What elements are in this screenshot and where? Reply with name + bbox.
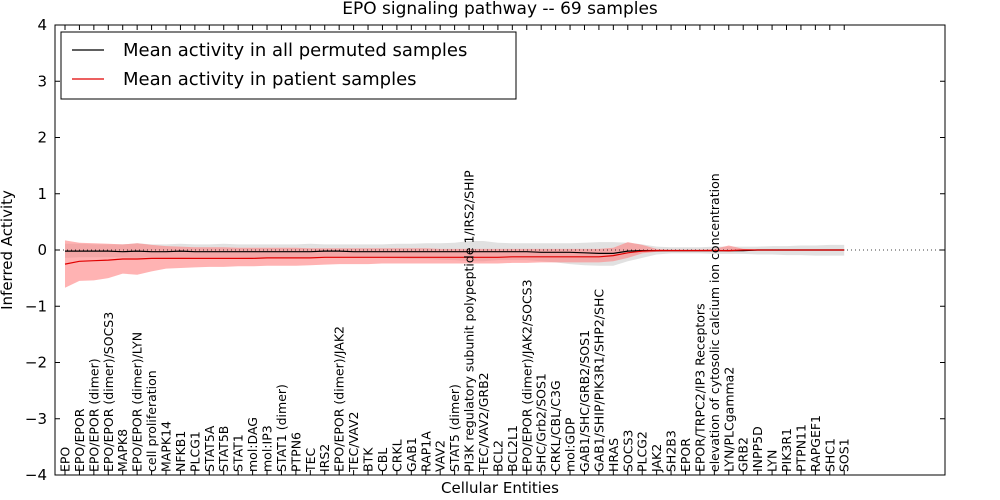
legend-box (60, 31, 517, 100)
x-tick-label: PLCG2 (635, 431, 650, 472)
x-tick-label: PI3K regulatory subunit polypeptide 1/IR… (462, 170, 477, 472)
x-tick-label: elevation of cytosolic calcium ion conce… (707, 173, 722, 472)
x-tick-label: SH2B3 (664, 430, 679, 472)
y-tick-label: −3 (25, 410, 47, 428)
x-tick-label: INPP5D (750, 426, 765, 472)
y-tick-label: 3 (37, 72, 47, 90)
x-tick-label: IRS2 (317, 444, 332, 472)
x-tick-label: NFKB1 (173, 431, 188, 472)
x-tick-labels: EPO EPO/EPOR EPO/EPOR (dimer) EPO/EPOR (dim… (58, 25, 852, 475)
x-tick-label: STAT5B (216, 426, 231, 472)
x-tick-label: GAB1/SHC/GRB2/SOS1 (577, 330, 592, 472)
y-axis-ticks: −4 −3 −2 −1 0 1 2 3 4 (25, 16, 945, 484)
x-tick-label: PIK3R1 (779, 428, 794, 472)
x-tick-label: EPOR (678, 438, 693, 472)
x-tick-label: SOCS3 (620, 430, 635, 472)
x-tick-label: TEC/VAV2/GRB2 (476, 372, 491, 473)
x-tick-label: SHC/Grb2/SOS1 (534, 373, 549, 472)
x-tick-label: BCL2 (490, 440, 505, 472)
x-tick-label: HRAS (606, 438, 621, 472)
x-tick-label: EPO/EPOR (dimer) (86, 358, 101, 472)
x-tick-label: CBL (375, 448, 390, 472)
x-tick-label: JAK2 (649, 444, 664, 473)
x-tick-label: EPO/EPOR (dimer)/SOCS3 (101, 312, 116, 472)
plot-area (55, 240, 945, 288)
x-tick-label: SOS1 (837, 438, 852, 472)
x-tick-label: EPO/EPOR (dimer)/LYN (130, 332, 145, 472)
legend: Mean activity in all permuted samples Me… (60, 31, 517, 100)
x-tick-label: GRB2 (736, 437, 751, 472)
plot-frame (54, 24, 946, 476)
x-tick-label: LYN/PLCgamma2 (721, 367, 736, 472)
x-tick-label: BTK (361, 447, 376, 472)
chart-title: EPO signaling pathway -- 69 samples (342, 0, 658, 19)
y-tick-label: 0 (37, 241, 47, 259)
x-tick-label: STAT1 (dimer) (274, 384, 289, 472)
x-tick-label: EPOR/TRPC2/IP3 Receptors (692, 303, 707, 472)
x-tick-label: LYN (765, 450, 780, 472)
y-tick-label: −4 (25, 466, 47, 484)
legend-label-permuted: Mean activity in all permuted samples (123, 40, 467, 61)
x-tick-label: MAPK8 (115, 429, 130, 472)
x-tick-label: mol:GDP (563, 417, 578, 472)
x-tick-label: PTPN11 (793, 424, 808, 472)
x-tick-label: RAPGEF1 (808, 415, 823, 472)
y-tick-label: −1 (25, 297, 47, 315)
x-tick-label: CRKL/CBL/C3G (548, 380, 563, 472)
x-tick-label: PTPN6 (288, 432, 303, 472)
x-tick-label: STAT1 (231, 434, 246, 472)
x-tick-label: BCL2L1 (505, 425, 520, 472)
x-tick-label: TEC (303, 447, 318, 473)
x-tick-label: MAPK14 (159, 421, 174, 472)
x-tick-label: SHC1 (822, 438, 837, 472)
x-tick-label: CRKL (389, 439, 404, 472)
y-tick-label: −2 (25, 354, 47, 372)
x-tick-label: STAT5 (dimer) (447, 384, 462, 472)
x-tick-label: cell proliferation (144, 370, 159, 472)
x-tick-label: EPO (58, 447, 73, 472)
x-tick-label: EPO/EPOR (dimer)/JAK2 (332, 326, 347, 472)
y-tick-label: 1 (37, 185, 47, 203)
x-tick-label: GAB1/SHIP/PIK3R1/SHP2/SHC (591, 289, 606, 472)
x-tick-label: mol:DAG (245, 417, 260, 472)
x-tick-label: EPO/EPOR (dimer)/JAK2/SOCS3 (519, 279, 534, 472)
x-tick-label: mol:IP3 (260, 425, 275, 472)
x-tick-label: VAV2 (433, 440, 448, 472)
x-tick-label: STAT5A (202, 425, 217, 472)
x-tick-label: TEC/VAV2 (346, 412, 361, 473)
y-axis-label: Inferred Activity (0, 190, 16, 310)
x-tick-label: RAP1A (418, 431, 433, 472)
x-axis-label: Cellular Entities (441, 479, 559, 497)
legend-label-patient: Mean activity in patient samples (123, 69, 417, 90)
patient-mean-line (64, 249, 845, 265)
y-tick-label: 2 (37, 129, 47, 147)
y-tick-label: 4 (37, 16, 47, 34)
x-tick-label: EPO/EPOR (72, 408, 87, 472)
x-tick-label: PLCG1 (187, 431, 202, 472)
x-tick-label: GAB1 (404, 437, 419, 472)
